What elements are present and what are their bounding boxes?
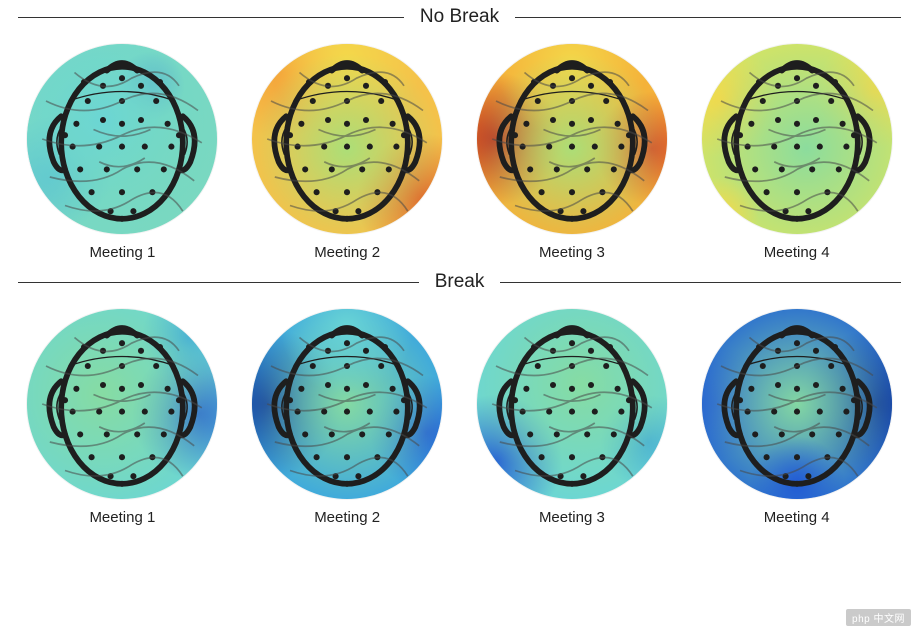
divider-line [500,282,901,283]
figure-root: No BreakMeeting 1Meeting 2Meeting 3Meeti… [0,0,919,530]
topomap [27,44,217,234]
topomap-row: Meeting 1 Meeting 2 Meeting 3 Meeting 4 [0,301,919,530]
section-break: BreakMeeting 1Meeting 2Meeting 3Meeting … [0,265,919,530]
topomap-cell: Meeting 4 [687,44,907,261]
topomap [27,309,217,499]
topomap-cell: Meeting 4 [687,309,907,526]
topomap-label: Meeting 4 [764,509,830,526]
head-outline-svg [477,44,667,234]
topomap [477,309,667,499]
topomap-row: Meeting 1 Meeting 2 Meeting 3 Meeting 4 [0,36,919,265]
section-no-break: No BreakMeeting 1Meeting 2Meeting 3Meeti… [0,0,919,265]
topomap-cell: Meeting 3 [462,309,682,526]
divider-line [515,17,901,18]
head-outline-svg [27,44,217,234]
topomap [252,309,442,499]
section-title-row: No Break [0,0,919,36]
head-outline-svg [252,44,442,234]
head-outline-svg [702,309,892,499]
section-title: No Break [420,6,499,28]
topomap-label: Meeting 2 [314,509,380,526]
topomap-label: Meeting 3 [539,509,605,526]
topomap-cell: Meeting 1 [12,309,232,526]
section-title-row: Break [0,265,919,301]
topomap-cell: Meeting 2 [237,309,457,526]
watermark: php 中文网 [846,609,911,626]
topomap [702,309,892,499]
topomap-label: Meeting 4 [764,244,830,261]
section-title: Break [435,271,485,293]
divider-line [18,17,404,18]
head-outline-svg [477,309,667,499]
topomap [477,44,667,234]
topomap [702,44,892,234]
head-outline-svg [252,309,442,499]
head-outline-svg [702,44,892,234]
divider-line [18,282,419,283]
topomap-label: Meeting 1 [89,244,155,261]
topomap-cell: Meeting 3 [462,44,682,261]
topomap-label: Meeting 2 [314,244,380,261]
topomap-cell: Meeting 2 [237,44,457,261]
topomap-label: Meeting 1 [89,509,155,526]
topomap [252,44,442,234]
head-outline-svg [27,309,217,499]
topomap-cell: Meeting 1 [12,44,232,261]
topomap-label: Meeting 3 [539,244,605,261]
